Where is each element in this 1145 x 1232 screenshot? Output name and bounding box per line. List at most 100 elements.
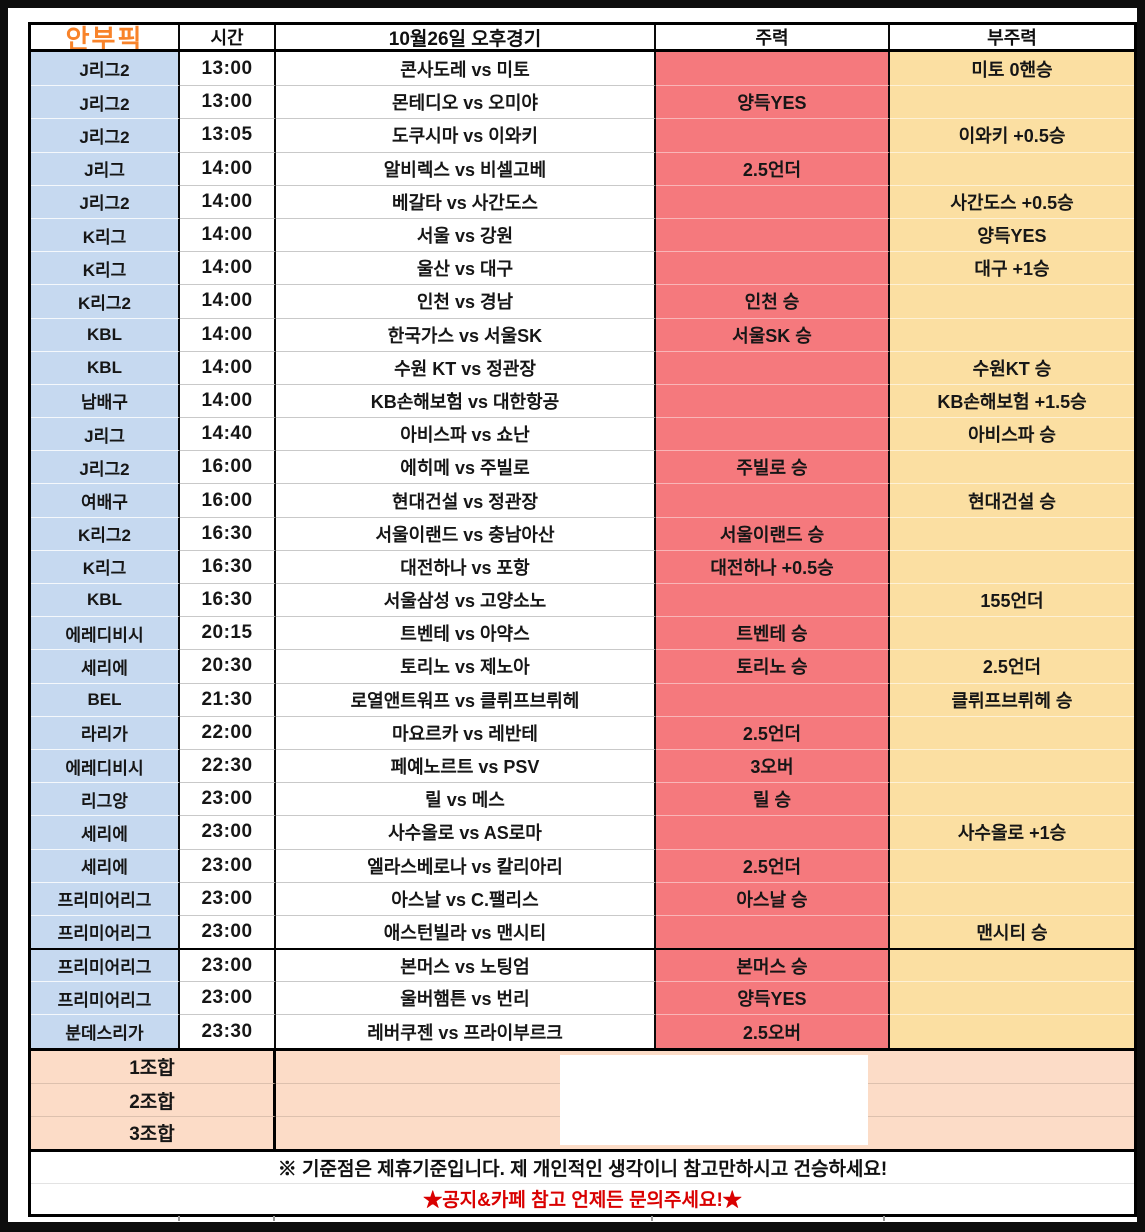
gridline-tick	[651, 1216, 653, 1221]
main-pick-cell	[656, 350, 890, 384]
league-cell: 세리에	[31, 815, 180, 849]
main-pick-cell	[656, 815, 890, 849]
league-cell: K리그	[31, 217, 180, 252]
sub-pick-cell: 이와키 +0.5승	[890, 118, 1134, 152]
sub-pick-cell: 사간도스 +0.5승	[890, 184, 1134, 218]
match-row: J리그 14:00 알비렉스 vs 비셀고베 2.5언더	[31, 151, 1134, 185]
time-cell: 23:00	[180, 881, 276, 915]
time-cell: 23:00	[180, 815, 276, 849]
match-row: 라리가 22:00 마요르카 vs 레반테 2.5언더	[31, 715, 1134, 749]
time-cell: 14:40	[180, 417, 276, 451]
main-pick-cell	[656, 118, 890, 152]
league-cell: 프리미어리그	[31, 881, 180, 915]
match-cell: 페예노르트 vs PSV	[276, 748, 656, 783]
match-row: 프리미어리그 23:00 본머스 vs 노팅엄 본머스 승	[31, 948, 1134, 982]
main-pick-cell: 서울이랜드 승	[656, 516, 890, 550]
sub-pick-cell	[890, 981, 1134, 1015]
match-row: 여배구 16:00 현대건설 vs 정관장 현대건설 승	[31, 483, 1134, 517]
time-cell: 16:00	[180, 483, 276, 517]
time-cell: 16:30	[180, 516, 276, 550]
time-cell: 14:00	[180, 251, 276, 285]
match-cell: 수원 KT vs 정관장	[276, 350, 656, 384]
league-cell: J리그	[31, 417, 180, 451]
sub-pick-cell	[890, 284, 1134, 318]
league-cell: K리그	[31, 251, 180, 285]
sub-pick-cell	[890, 715, 1134, 749]
time-cell: 14:00	[180, 350, 276, 384]
league-cell: 에레디비시	[31, 616, 180, 650]
main-pick-cell	[656, 251, 890, 285]
league-cell: 리그앙	[31, 782, 180, 816]
gridline-tick	[883, 1216, 885, 1221]
main-pick-cell	[656, 417, 890, 451]
combo-label: 1조합	[31, 1050, 276, 1084]
league-cell: 여배구	[31, 483, 180, 517]
sub-pick-cell	[890, 848, 1134, 882]
sub-pick-cell	[890, 616, 1134, 650]
time-cell: 23:00	[180, 981, 276, 1015]
match-cell: 아스날 vs C.팰리스	[276, 881, 656, 915]
match-row: 남배구 14:00 KB손해보험 vs 대한항공 KB손해보험 +1.5승	[31, 383, 1134, 418]
time-cell: 16:30	[180, 583, 276, 617]
time-cell: 23:00	[180, 782, 276, 816]
time-cell: 14:00	[180, 383, 276, 418]
match-cell: 릴 vs 메스	[276, 782, 656, 816]
match-row: 프리미어리그 23:00 애스턴빌라 vs 맨시티 맨시티 승	[31, 914, 1134, 949]
match-row: K리그2 14:00 인천 vs 경남 인천 승	[31, 284, 1134, 318]
main-pick-cell	[656, 217, 890, 252]
footer-contact: ★공지&카페 참고 언제든 문의주세요!★	[423, 1190, 742, 1212]
match-cell: 서울이랜드 vs 충남아산	[276, 516, 656, 550]
sub-pick-cell: 2.5언더	[890, 649, 1134, 683]
match-cell: 인천 vs 경남	[276, 284, 656, 318]
sub-pick-cell	[890, 948, 1134, 982]
sub-pick-cell: 사수올로 +1승	[890, 815, 1134, 849]
sub-pick-cell: KB손해보험 +1.5승	[890, 383, 1134, 418]
main-pick-cell	[656, 682, 890, 716]
sub-pick-cell: 대구 +1승	[890, 251, 1134, 285]
sub-pick-cell	[890, 85, 1134, 119]
sub-pick-cell	[890, 450, 1134, 484]
sub-pick-cell: 수원KT 승	[890, 350, 1134, 384]
main-pick-cell	[656, 52, 890, 86]
brand-title: 안부픽	[31, 25, 180, 49]
match-row: K리그 16:30 대전하나 vs 포항 대전하나 +0.5승	[31, 549, 1134, 583]
picks-table: 안부픽 시간 10월26일 오후경기 주력 부주력 J리그2 13:00 콘사도…	[28, 22, 1137, 1217]
sub-pick-cell	[890, 782, 1134, 816]
league-cell: K리그	[31, 549, 180, 583]
main-pick-cell: 2.5언더	[656, 715, 890, 749]
match-cell: 도쿠시마 vs 이와키	[276, 118, 656, 152]
league-cell: K리그2	[31, 516, 180, 550]
main-pick-cell: 본머스 승	[656, 948, 890, 982]
main-pick-cell	[656, 483, 890, 517]
main-pick-cell: 주빌로 승	[656, 450, 890, 484]
match-row: KBL 14:00 수원 KT vs 정관장 수원KT 승	[31, 350, 1134, 384]
match-cell: 애스턴빌라 vs 맨시티	[276, 914, 656, 949]
match-row: 프리미어리그 23:00 아스날 vs C.팰리스 아스날 승	[31, 881, 1134, 915]
sub-pick-cell: 클뤼프브뤼헤 승	[890, 682, 1134, 716]
gridline-tick	[178, 1216, 180, 1221]
time-cell: 14:00	[180, 184, 276, 218]
sub-pick-cell	[890, 549, 1134, 583]
match-row: J리그2 14:00 베갈타 vs 사간도스 사간도스 +0.5승	[31, 184, 1134, 218]
main-pick-cell	[656, 383, 890, 418]
main-pick-cell: 2.5언더	[656, 151, 890, 185]
main-pick-cell: 인천 승	[656, 284, 890, 318]
league-cell: 라리가	[31, 715, 180, 749]
match-cell: 아비스파 vs 쇼난	[276, 417, 656, 451]
match-row: K리그 14:00 서울 vs 강원 양득YES	[31, 217, 1134, 252]
league-cell: J리그2	[31, 118, 180, 152]
time-cell: 16:00	[180, 450, 276, 484]
league-cell: 남배구	[31, 383, 180, 418]
match-row: K리그 14:00 울산 vs 대구 대구 +1승	[31, 251, 1134, 285]
sub-pick-cell: 155언더	[890, 583, 1134, 617]
footer-note: ※ 기준점은 제휴기준입니다. 제 개인적인 생각이니 참고만하시고 건승하세요…	[31, 1152, 1134, 1184]
sub-pick-cell	[890, 748, 1134, 783]
match-cell: 대전하나 vs 포항	[276, 549, 656, 583]
main-pick-cell: 아스날 승	[656, 881, 890, 915]
time-cell: 13:00	[180, 52, 276, 86]
match-cell: 한국가스 vs 서울SK	[276, 317, 656, 351]
match-row: KBL 14:00 한국가스 vs 서울SK 서울SK 승	[31, 317, 1134, 351]
league-cell: J리그2	[31, 52, 180, 86]
main-pick-cell	[656, 184, 890, 218]
